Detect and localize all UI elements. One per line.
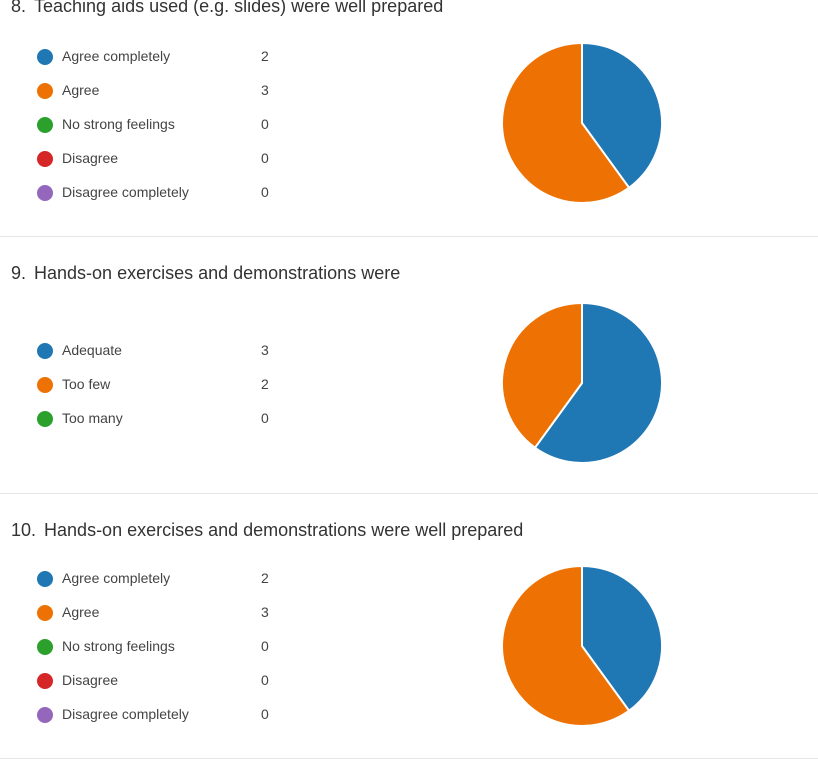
legend-count: 2: [261, 570, 269, 586]
legend-count: 2: [261, 376, 269, 392]
legend-label: Agree completely: [62, 570, 171, 586]
legend-swatch-icon: [37, 151, 53, 167]
legend-count: 0: [261, 184, 269, 200]
legend: Agree completely 2 Agree 3 No strong fee…: [37, 569, 297, 739]
question-title: 10. Hands-on exercises and demonstrations…: [11, 520, 523, 541]
legend-item: Disagree completely 0: [37, 705, 297, 739]
pie-chart: [501, 565, 663, 727]
section-divider: [0, 493, 818, 494]
legend-item: Disagree 0: [37, 149, 297, 183]
legend-label: No strong feelings: [62, 638, 175, 654]
legend-count: 0: [261, 116, 269, 132]
legend-label: Disagree: [62, 150, 119, 166]
section-divider: [0, 236, 818, 237]
legend-item: Too many 0: [37, 409, 297, 443]
pie-slice-adequate: [533, 302, 663, 464]
question-number: 8.: [11, 0, 27, 16]
legend-label: Adequate: [62, 342, 122, 358]
legend: Agree completely 2 Agree 3 No strong fee…: [37, 47, 297, 217]
legend-swatch-icon: [37, 605, 53, 621]
legend-swatch-icon: [37, 83, 53, 99]
legend-label: Disagree completely: [62, 184, 189, 200]
legend-item: No strong feelings 0: [37, 115, 297, 149]
legend-label: Agree: [62, 604, 100, 620]
legend-count: 0: [261, 672, 269, 688]
pie-slice-agree: [501, 42, 631, 204]
question-text: Hands-on exercises and demonstrations we…: [34, 263, 401, 283]
legend-item: Agree 3: [37, 603, 297, 637]
pie-slice-too-few: [501, 302, 583, 449]
legend-label: No strong feelings: [62, 116, 175, 132]
legend-count: 2: [261, 48, 269, 64]
question-title: 9. Hands-on exercises and demonstrations …: [11, 263, 400, 284]
legend-swatch-icon: [37, 377, 53, 393]
question-8-section: 8. Teaching aids used (e.g. slides) were …: [0, 0, 818, 237]
legend-item: Adequate 3: [37, 341, 297, 375]
pie-chart: [501, 42, 663, 204]
legend-label: Too many: [62, 410, 123, 426]
legend-item: Disagree 0: [37, 671, 297, 705]
question-text: Teaching aids used (e.g. slides) were we…: [34, 0, 444, 16]
pie-slice-agree-completely: [581, 565, 663, 712]
legend-label: Disagree: [62, 672, 119, 688]
pie-chart: [501, 302, 663, 464]
legend-item: Too few 2: [37, 375, 297, 409]
question-number: 9.: [11, 263, 27, 283]
legend-item: Agree 3: [37, 81, 297, 115]
pie-slice-agree: [501, 565, 631, 727]
legend-label: Agree: [62, 82, 100, 98]
question-text: Hands-on exercises and demonstrations we…: [44, 520, 524, 540]
legend-swatch-icon: [37, 343, 53, 359]
legend-label: Agree completely: [62, 48, 171, 64]
question-10-section: 10. Hands-on exercises and demonstrations…: [0, 494, 818, 759]
legend-swatch-icon: [37, 571, 53, 587]
legend-count: 3: [261, 604, 269, 620]
legend-count: 0: [261, 706, 269, 722]
legend-swatch-icon: [37, 185, 53, 201]
legend-label: Too few: [62, 376, 111, 392]
legend-count: 0: [261, 638, 269, 654]
legend-item: Agree completely 2: [37, 569, 297, 603]
legend-label: Disagree completely: [62, 706, 189, 722]
legend-swatch-icon: [37, 639, 53, 655]
legend: Adequate 3 Too few 2 Too many 0: [37, 341, 297, 443]
legend-swatch-icon: [37, 673, 53, 689]
legend-swatch-icon: [37, 117, 53, 133]
legend-count: 3: [261, 342, 269, 358]
legend-swatch-icon: [37, 49, 53, 65]
legend-count: 0: [261, 150, 269, 166]
legend-count: 3: [261, 82, 269, 98]
pie-slice-agree-completely: [581, 42, 663, 189]
legend-swatch-icon: [37, 411, 53, 427]
legend-item: Disagree completely 0: [37, 183, 297, 217]
question-9-section: 9. Hands-on exercises and demonstrations …: [0, 237, 818, 493]
legend-item: No strong feelings 0: [37, 637, 297, 671]
question-number: 10.: [11, 520, 37, 540]
question-title: 8. Teaching aids used (e.g. slides) were …: [11, 0, 443, 17]
legend-count: 0: [261, 410, 269, 426]
legend-swatch-icon: [37, 707, 53, 723]
legend-item: Agree completely 2: [37, 47, 297, 81]
